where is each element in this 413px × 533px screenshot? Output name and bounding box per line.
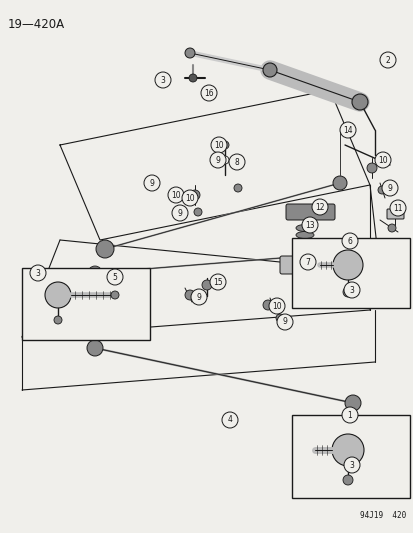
Circle shape: [339, 260, 349, 270]
Circle shape: [339, 122, 355, 138]
Circle shape: [185, 48, 195, 58]
Text: 9: 9: [387, 183, 392, 192]
Circle shape: [276, 314, 292, 330]
Circle shape: [87, 340, 103, 356]
Circle shape: [185, 290, 195, 300]
Circle shape: [221, 156, 228, 164]
Ellipse shape: [295, 224, 313, 231]
Text: 9: 9: [149, 179, 154, 188]
Circle shape: [341, 233, 357, 249]
Bar: [22, 268, 150, 340]
Text: 9: 9: [177, 208, 182, 217]
Circle shape: [299, 254, 315, 270]
Circle shape: [107, 269, 123, 285]
Text: 3: 3: [349, 286, 354, 295]
Circle shape: [96, 240, 114, 258]
Text: 9: 9: [215, 156, 220, 165]
Circle shape: [344, 395, 360, 411]
Circle shape: [221, 141, 228, 149]
Circle shape: [190, 190, 199, 200]
Text: 10: 10: [185, 193, 195, 203]
Circle shape: [201, 85, 216, 101]
Circle shape: [189, 74, 197, 82]
Circle shape: [262, 63, 276, 77]
Text: 6: 6: [347, 237, 351, 246]
Circle shape: [211, 137, 226, 153]
Circle shape: [342, 287, 352, 297]
Text: 14: 14: [342, 125, 352, 134]
Circle shape: [233, 184, 242, 192]
Circle shape: [311, 199, 327, 215]
Circle shape: [209, 274, 225, 290]
Text: 15: 15: [213, 278, 222, 287]
Circle shape: [168, 187, 183, 203]
Text: 4: 4: [227, 416, 232, 424]
Circle shape: [111, 291, 119, 299]
Ellipse shape: [295, 231, 313, 238]
Text: 7: 7: [305, 257, 310, 266]
Text: 12: 12: [314, 203, 324, 212]
FancyBboxPatch shape: [279, 256, 328, 274]
Text: 3: 3: [36, 269, 40, 278]
Circle shape: [332, 176, 346, 190]
Text: 1: 1: [347, 410, 351, 419]
Circle shape: [202, 280, 211, 290]
Circle shape: [54, 316, 62, 324]
Text: 11: 11: [392, 204, 402, 213]
Circle shape: [190, 289, 206, 305]
Circle shape: [88, 266, 102, 280]
Circle shape: [228, 154, 244, 170]
Circle shape: [379, 52, 395, 68]
Text: 3: 3: [160, 76, 165, 85]
Circle shape: [381, 180, 397, 196]
Circle shape: [154, 72, 171, 88]
Circle shape: [387, 224, 395, 232]
Text: 2: 2: [385, 55, 389, 64]
Circle shape: [366, 163, 376, 173]
Circle shape: [341, 407, 357, 423]
Circle shape: [343, 282, 359, 298]
Circle shape: [342, 475, 352, 485]
Circle shape: [268, 298, 284, 314]
Circle shape: [182, 190, 197, 206]
Text: 19—420A: 19—420A: [8, 18, 65, 31]
Text: 94J19  420: 94J19 420: [359, 511, 405, 520]
Circle shape: [30, 265, 46, 281]
Circle shape: [221, 412, 237, 428]
Circle shape: [144, 175, 159, 191]
Circle shape: [374, 152, 390, 168]
Text: 8: 8: [234, 157, 239, 166]
Bar: [291, 238, 409, 308]
FancyBboxPatch shape: [285, 204, 334, 220]
Circle shape: [389, 200, 405, 216]
Circle shape: [209, 152, 225, 168]
Circle shape: [377, 186, 385, 194]
Text: 16: 16: [204, 88, 213, 98]
Circle shape: [351, 94, 367, 110]
Text: 10: 10: [271, 302, 281, 311]
Circle shape: [171, 205, 188, 221]
Text: 13: 13: [304, 221, 314, 230]
Text: 9: 9: [282, 318, 287, 327]
Circle shape: [343, 457, 359, 473]
Circle shape: [348, 246, 360, 258]
Circle shape: [262, 300, 272, 310]
Text: 10: 10: [377, 156, 387, 165]
FancyBboxPatch shape: [386, 209, 403, 219]
Text: 3: 3: [349, 461, 354, 470]
Text: 5: 5: [112, 272, 117, 281]
Circle shape: [45, 282, 71, 308]
Text: 9: 9: [196, 293, 201, 302]
Circle shape: [331, 434, 363, 466]
Text: 10: 10: [214, 141, 223, 149]
Circle shape: [194, 208, 202, 216]
Bar: [291, 415, 409, 498]
Text: 10: 10: [171, 190, 180, 199]
Circle shape: [301, 217, 317, 233]
Circle shape: [275, 314, 283, 322]
Circle shape: [332, 250, 362, 280]
